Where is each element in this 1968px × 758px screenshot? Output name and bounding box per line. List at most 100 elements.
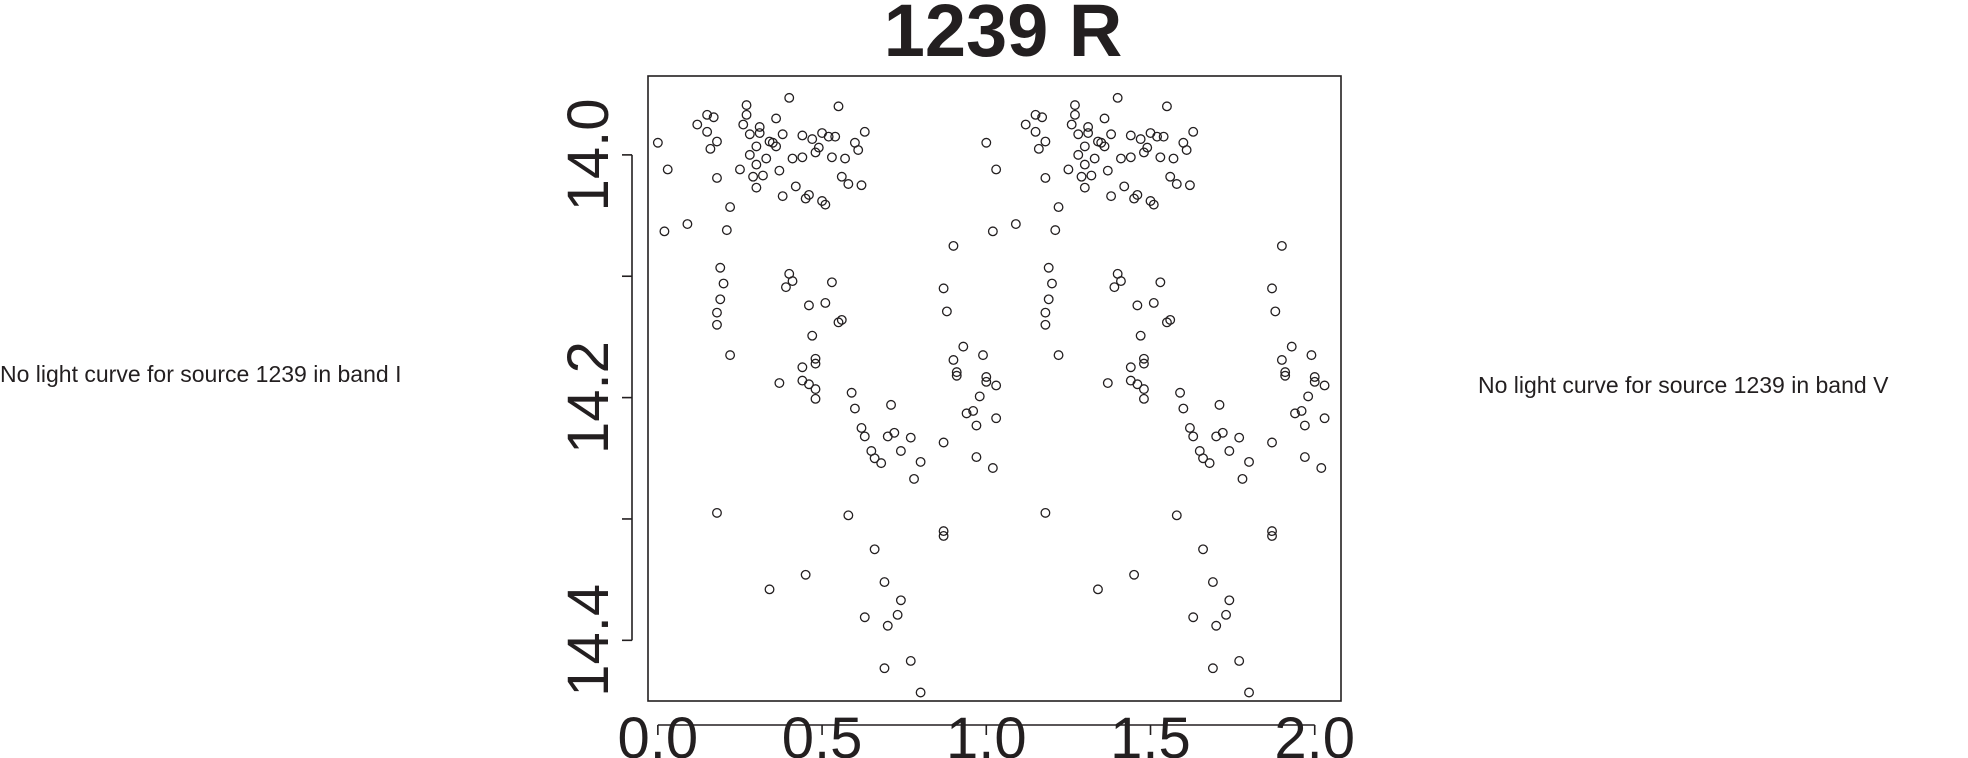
data-point xyxy=(1165,314,1176,325)
data-point xyxy=(738,119,749,130)
data-point xyxy=(938,526,949,537)
data-point xyxy=(1181,145,1192,155)
data-point xyxy=(692,119,703,130)
data-point xyxy=(843,179,854,189)
data-point xyxy=(1115,276,1126,287)
data-point xyxy=(1188,431,1199,442)
data-point xyxy=(1106,129,1117,140)
data-point xyxy=(971,420,982,431)
data-point xyxy=(1158,131,1169,142)
data-point xyxy=(1276,240,1287,251)
data-point xyxy=(895,446,906,456)
data-point xyxy=(823,131,834,142)
data-point xyxy=(1109,282,1120,293)
data-point xyxy=(751,159,762,170)
data-point xyxy=(892,609,903,620)
data-point xyxy=(1267,531,1277,541)
x-tick-label: 1.0 xyxy=(946,706,1027,758)
data-point xyxy=(938,531,949,541)
data-point xyxy=(810,147,821,158)
data-point xyxy=(905,432,916,443)
data-point xyxy=(1138,393,1149,404)
data-point xyxy=(1198,453,1209,464)
data-point xyxy=(951,367,962,378)
data-point xyxy=(1135,330,1146,341)
data-point xyxy=(836,171,847,182)
data-point xyxy=(784,92,795,103)
data-point xyxy=(1115,153,1126,164)
data-point xyxy=(810,358,821,369)
data-point xyxy=(1319,380,1330,391)
data-point xyxy=(879,577,890,588)
data-point xyxy=(790,181,801,192)
data-point xyxy=(876,458,887,469)
data-point xyxy=(810,353,821,364)
data-point xyxy=(1267,437,1277,448)
data-point xyxy=(1079,159,1090,170)
x-tick-label: 1.5 xyxy=(1110,706,1191,758)
y-axis: 14.0 14.2 14.4 xyxy=(556,98,633,697)
no-light-curve-band-v-note: No light curve for source 1239 in band V xyxy=(1478,372,1889,398)
data-point xyxy=(938,437,949,448)
data-point xyxy=(1276,355,1287,365)
data-point xyxy=(991,380,1002,391)
data-point xyxy=(1119,181,1130,192)
y-tick-label: 14.4 xyxy=(556,584,621,697)
data-point xyxy=(1073,129,1084,140)
data-point xyxy=(1089,153,1100,164)
data-point xyxy=(1244,687,1254,698)
data-point xyxy=(1132,379,1143,390)
data-point xyxy=(820,297,831,308)
data-point xyxy=(1175,387,1186,398)
data-point xyxy=(1112,92,1123,103)
data-point xyxy=(1234,432,1245,443)
data-points xyxy=(652,92,1330,698)
data-point xyxy=(718,278,729,289)
data-point xyxy=(905,656,916,666)
data-point xyxy=(1188,612,1199,623)
data-point xyxy=(1309,376,1320,387)
data-point xyxy=(1040,136,1051,147)
data-point xyxy=(817,128,828,138)
data-point xyxy=(702,109,713,120)
data-point xyxy=(715,262,726,273)
data-point xyxy=(1306,350,1317,361)
data-point xyxy=(1106,191,1117,202)
data-point xyxy=(833,101,844,112)
data-point xyxy=(1043,262,1054,273)
chart-title: 1239 R xyxy=(884,0,1123,72)
data-point xyxy=(1132,300,1143,311)
data-point xyxy=(958,341,969,352)
data-point xyxy=(1207,577,1218,588)
plot-frame xyxy=(647,75,1342,702)
data-point xyxy=(800,569,811,580)
data-point xyxy=(846,387,857,398)
data-point xyxy=(1083,122,1094,132)
data-point xyxy=(652,137,663,148)
data-point xyxy=(1148,297,1159,308)
data-point xyxy=(1079,141,1090,152)
data-point xyxy=(1168,153,1179,164)
data-point xyxy=(803,379,814,390)
data-point xyxy=(754,122,765,132)
data-point xyxy=(1040,319,1051,330)
no-light-curve-band-i-note: No light curve for source 1239 in band I xyxy=(0,361,402,387)
data-point xyxy=(754,128,765,138)
data-point xyxy=(1047,278,1057,289)
data-point xyxy=(981,372,992,382)
data-point xyxy=(1224,446,1235,456)
data-point xyxy=(797,130,808,141)
data-point xyxy=(859,612,870,623)
data-point xyxy=(1204,458,1215,469)
data-point xyxy=(1296,406,1307,416)
data-point xyxy=(882,431,893,442)
data-point xyxy=(751,141,762,152)
data-point xyxy=(787,276,798,287)
data-point xyxy=(1267,283,1277,294)
data-point xyxy=(771,141,782,152)
data-point xyxy=(915,687,926,698)
data-point xyxy=(803,189,814,200)
data-point xyxy=(915,456,926,467)
data-point xyxy=(1224,595,1235,606)
data-point xyxy=(895,595,906,606)
